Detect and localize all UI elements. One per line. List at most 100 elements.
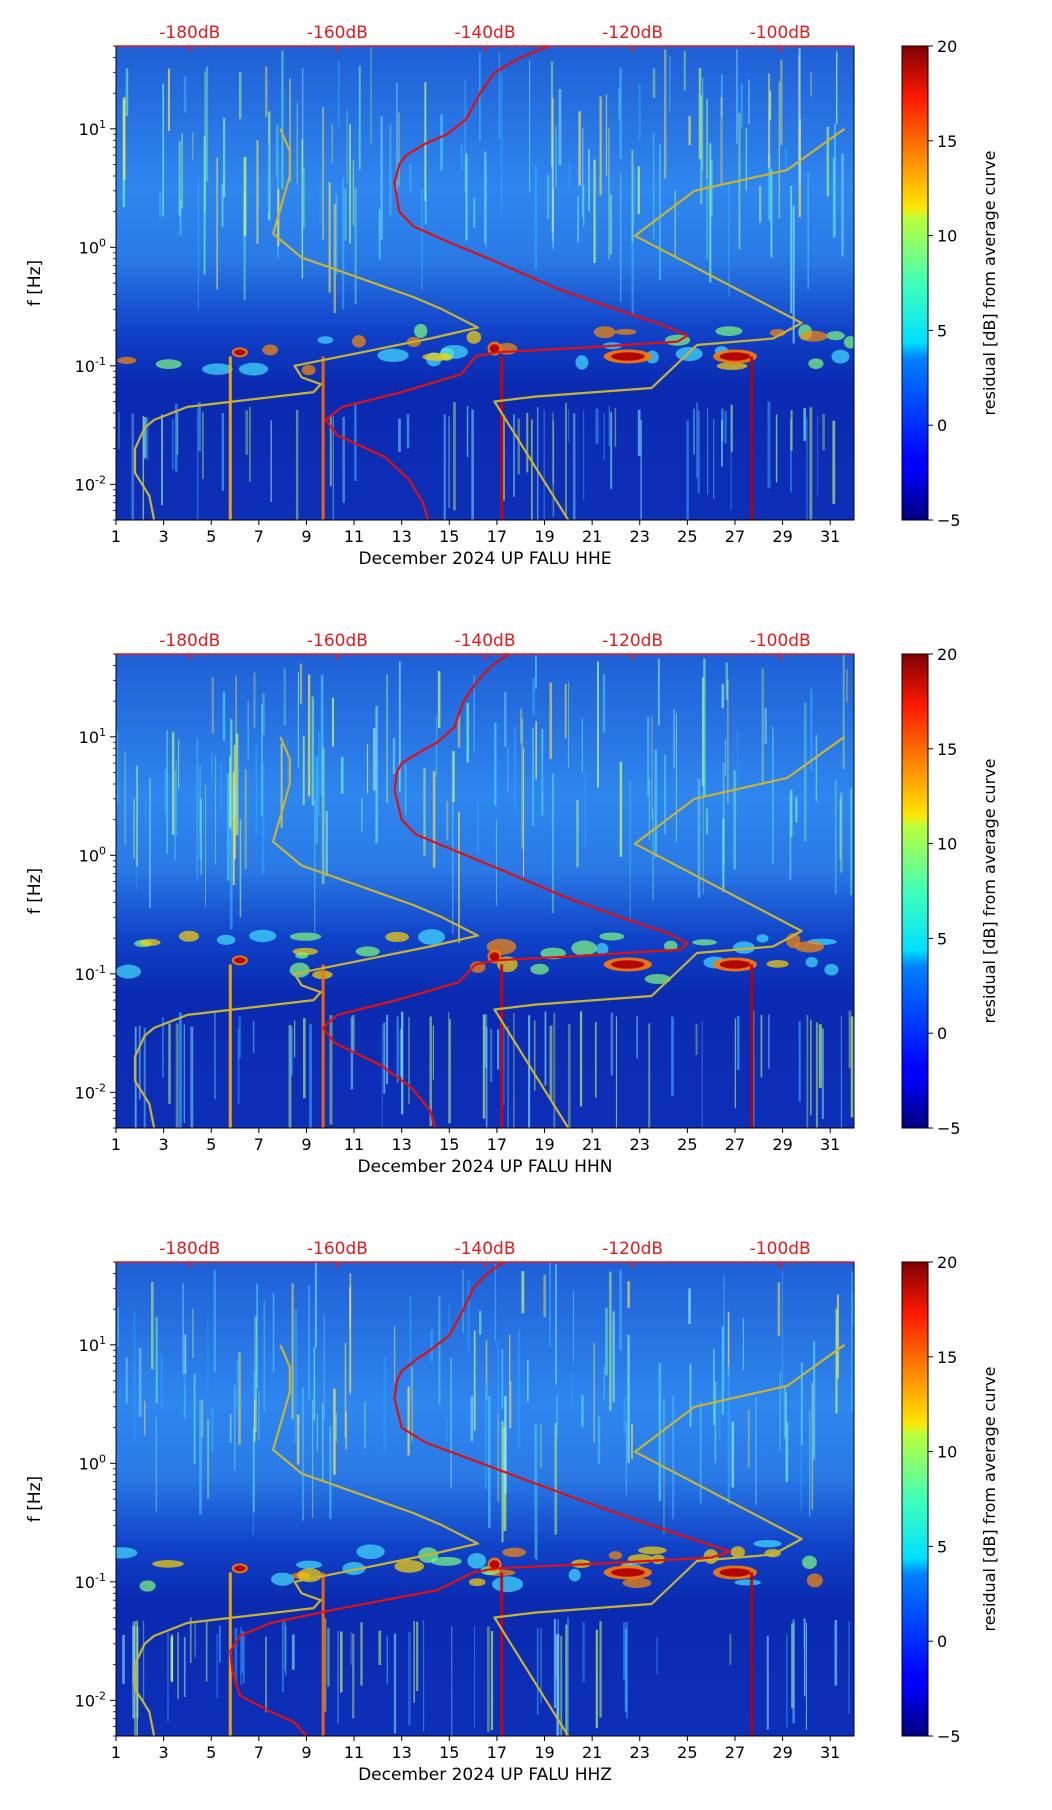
streak — [466, 703, 470, 763]
streak — [812, 1341, 816, 1460]
streak — [161, 414, 164, 506]
streak — [352, 1633, 355, 1719]
streak — [316, 1414, 319, 1451]
x-tick-label: 29 — [772, 527, 792, 546]
streak — [253, 1398, 256, 1442]
streak — [389, 123, 392, 216]
x-tick-label: 31 — [820, 1743, 840, 1762]
streak — [311, 696, 315, 806]
streak — [448, 1303, 450, 1332]
event-line — [321, 1572, 325, 1736]
streak — [485, 1340, 488, 1400]
hot-blob-core — [234, 1565, 246, 1572]
x-tick-label: 11 — [344, 1135, 364, 1154]
streak — [214, 1011, 216, 1100]
microseism-blob — [430, 1556, 462, 1566]
streak — [648, 778, 650, 841]
colorbar-tick-label: 5 — [937, 321, 947, 340]
streak — [494, 722, 497, 806]
streak — [192, 132, 194, 161]
streak — [144, 798, 147, 827]
streak — [155, 1316, 158, 1404]
streak — [627, 1281, 630, 1308]
streak — [722, 762, 725, 864]
streak — [386, 1014, 389, 1085]
streak — [350, 1632, 352, 1665]
streak — [144, 1400, 146, 1436]
streak — [366, 744, 369, 794]
streak — [790, 418, 792, 493]
streak — [509, 1381, 512, 1429]
streak — [131, 413, 135, 520]
streak — [256, 140, 259, 244]
streak — [136, 1626, 139, 1719]
streak — [572, 413, 576, 520]
streak — [503, 1025, 505, 1106]
streak — [411, 1367, 413, 1441]
microseism-blob — [802, 1555, 817, 1570]
y-tick-label: 100 — [79, 1452, 106, 1473]
streak — [668, 56, 671, 113]
streak — [372, 727, 376, 791]
colorbar-tick-label: 15 — [937, 740, 957, 759]
colorbar-tick-label: 20 — [937, 645, 957, 664]
streak — [229, 1413, 232, 1443]
streak — [724, 738, 727, 776]
microseism-blob — [530, 963, 549, 975]
streak — [577, 196, 579, 243]
streak — [409, 1295, 412, 1402]
streak — [485, 1027, 488, 1128]
streak — [572, 1290, 574, 1363]
streak — [657, 658, 660, 726]
streak — [192, 1308, 194, 1359]
microseism-blob — [732, 941, 756, 954]
y-tick-label: 101 — [79, 726, 106, 747]
streak — [702, 786, 704, 895]
microseism-blob — [826, 331, 845, 341]
streak — [323, 1618, 327, 1712]
colorbar-tick-label: −5 — [937, 511, 961, 530]
streak — [183, 76, 187, 113]
streak — [720, 97, 723, 185]
streak — [358, 65, 361, 170]
streak — [375, 705, 378, 844]
streak — [609, 194, 613, 255]
streak — [408, 1632, 411, 1726]
y-tick-label: 100 — [79, 236, 106, 257]
hot-blob-core — [489, 344, 500, 353]
streak — [724, 410, 727, 444]
streak — [544, 1011, 547, 1086]
streak — [834, 1620, 838, 1686]
microseism-blob — [843, 336, 854, 349]
x-tick-label: 13 — [391, 1743, 411, 1762]
streak — [220, 761, 222, 812]
streak — [302, 1387, 304, 1521]
streak — [471, 409, 474, 520]
streak — [333, 204, 337, 314]
streak — [834, 123, 836, 237]
event-line — [321, 964, 325, 1128]
streak — [190, 1026, 194, 1128]
streak — [380, 116, 383, 240]
streak — [332, 415, 334, 520]
streak — [265, 1636, 268, 1713]
streak — [183, 1024, 185, 1123]
microseism-blob — [202, 363, 233, 375]
x-tick-label: 15 — [439, 1135, 459, 1154]
streak — [536, 1628, 539, 1715]
streak — [727, 679, 729, 804]
streak — [458, 811, 460, 943]
streak — [567, 1617, 569, 1734]
streak — [638, 83, 641, 141]
streak — [565, 402, 567, 517]
streak — [171, 419, 175, 470]
colorbar-tick-label: −5 — [937, 1119, 961, 1138]
average-psd-curve — [324, 46, 689, 520]
streak — [584, 771, 587, 847]
streak — [709, 143, 712, 283]
microseism-blob — [715, 326, 743, 336]
streak — [181, 133, 183, 209]
x-tick-label: 5 — [206, 1135, 216, 1154]
streak — [522, 747, 525, 877]
streak — [354, 402, 357, 481]
